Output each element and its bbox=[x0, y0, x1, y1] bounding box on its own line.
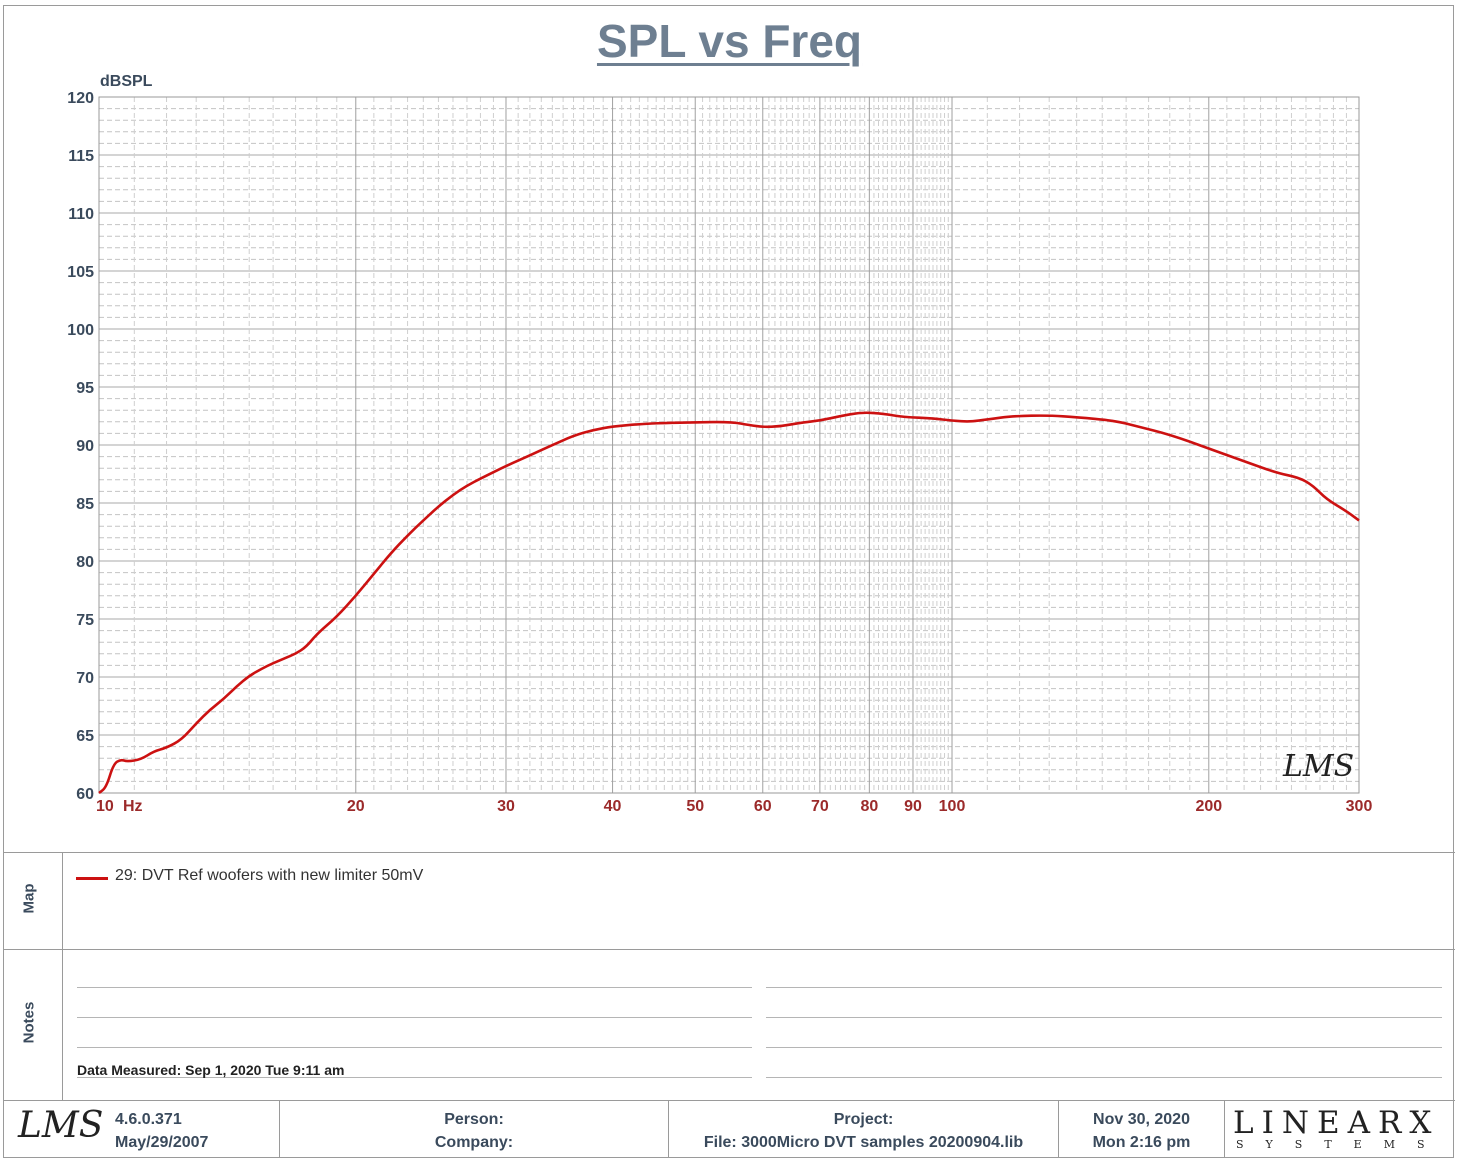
notes-label: Notes bbox=[20, 1001, 38, 1044]
x-axis-unit: Hz bbox=[123, 798, 143, 815]
note-line bbox=[766, 987, 1442, 988]
map-label: Map bbox=[20, 883, 38, 914]
y-tick-label: 60 bbox=[76, 786, 94, 803]
legend-swatch bbox=[76, 877, 108, 880]
note-line bbox=[766, 1047, 1442, 1048]
version-date: May/29/2007 bbox=[115, 1134, 209, 1151]
series-line bbox=[98, 411, 1360, 795]
print-date: Nov 30, 2020 bbox=[1093, 1111, 1190, 1128]
note-line bbox=[77, 987, 752, 988]
side-divider bbox=[62, 852, 63, 1100]
x-tick-label: 40 bbox=[604, 798, 622, 815]
data-measured: Data Measured: Sep 1, 2020 Tue 9:11 am bbox=[77, 1062, 345, 1078]
y-tick-label: 105 bbox=[67, 264, 94, 281]
y-tick-label: 100 bbox=[67, 322, 94, 339]
x-tick-label: 300 bbox=[1346, 798, 1373, 815]
x-tick-label: 20 bbox=[347, 798, 365, 815]
project-label: Project: bbox=[833, 1111, 894, 1128]
x-tick-label: 10 bbox=[96, 798, 114, 815]
note-line bbox=[77, 1017, 752, 1018]
chart-svg: dBSPL 120 115 110 105 100 95 90 85 80 75 70 65 60 10… bbox=[67, 73, 1372, 815]
note-line bbox=[766, 1077, 1442, 1078]
series-group bbox=[98, 411, 1360, 795]
print-time: Mon 2:16 pm bbox=[1092, 1134, 1191, 1151]
x-tick-label: 60 bbox=[754, 798, 772, 815]
y-tick-label: 80 bbox=[76, 554, 94, 571]
y-tick-label: 85 bbox=[76, 496, 94, 513]
brand-logo: LINEARX bbox=[1233, 1105, 1440, 1141]
legend-top-divider bbox=[4, 852, 1455, 853]
y-tick-label: 75 bbox=[76, 612, 94, 629]
y-tick-labels: 120 115 110 105 100 95 90 85 80 75 70 65 60 bbox=[67, 90, 94, 803]
x-tick-labels: 10 20 30 40 50 60 70 80 90 100 200 300 bbox=[96, 798, 1372, 815]
note-line bbox=[77, 1047, 752, 1048]
y-tick-label: 110 bbox=[68, 206, 94, 223]
note-line bbox=[766, 1017, 1442, 1018]
x-tick-label: 200 bbox=[1195, 798, 1222, 815]
x-tick-label: 80 bbox=[860, 798, 878, 815]
x-tick-label: 100 bbox=[939, 798, 966, 815]
y-tick-label: 95 bbox=[76, 380, 94, 397]
y-tick-label: 120 bbox=[67, 90, 94, 107]
lms-logo: LMS bbox=[18, 1105, 104, 1146]
footer-divider bbox=[668, 1100, 669, 1158]
y-tick-label: 70 bbox=[76, 670, 94, 687]
footer-divider bbox=[279, 1100, 280, 1158]
chart-grid bbox=[98, 96, 1360, 794]
footer-divider bbox=[1058, 1100, 1059, 1158]
file-label: File: 3000Micro DVT samples 20200904.lib bbox=[703, 1134, 1024, 1151]
company-label: Company: bbox=[434, 1134, 514, 1151]
y-tick-label: 90 bbox=[76, 438, 94, 455]
x-tick-label: 50 bbox=[686, 798, 704, 815]
x-tick-label: 90 bbox=[904, 798, 922, 815]
lms-watermark: LMS bbox=[1282, 749, 1354, 784]
x-tick-label: 70 bbox=[811, 798, 829, 815]
brand-logo-sub: SYSTEMS bbox=[1236, 1138, 1447, 1151]
y-axis-unit: dBSPL bbox=[100, 73, 153, 90]
software-version: 4.6.0.371 bbox=[115, 1111, 182, 1128]
plot-border bbox=[98, 96, 1360, 794]
y-tick-label: 115 bbox=[68, 148, 94, 165]
notes-top-divider bbox=[4, 949, 1455, 950]
person-label: Person: bbox=[444, 1111, 504, 1128]
note-line bbox=[77, 1077, 752, 1078]
page-frame bbox=[3, 5, 1454, 1158]
legend-entry: 29: DVT Ref woofers with new limiter 50m… bbox=[115, 867, 424, 884]
footer-divider bbox=[1224, 1100, 1225, 1158]
y-tick-label: 65 bbox=[76, 728, 94, 745]
footer-top-divider bbox=[4, 1100, 1455, 1101]
x-tick-label: 30 bbox=[497, 798, 515, 815]
chart-title: SPL vs Freq bbox=[596, 15, 863, 67]
